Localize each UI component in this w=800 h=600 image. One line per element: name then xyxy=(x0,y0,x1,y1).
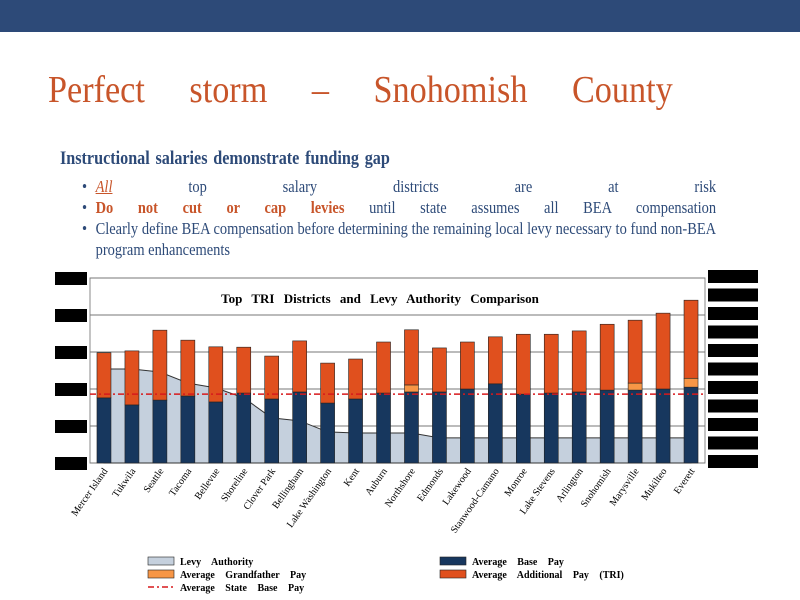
bar-segment xyxy=(488,383,503,464)
x-tick-label: Tukwila xyxy=(110,466,138,500)
legend-swatch xyxy=(147,556,175,566)
legend-label: Average Grandfather Pay xyxy=(180,570,306,581)
legend-swatch xyxy=(439,556,467,566)
bar-segment xyxy=(404,384,419,393)
bar-segment xyxy=(571,391,587,464)
bar-segment xyxy=(320,362,335,404)
bar-segment xyxy=(404,391,419,464)
bar-segment xyxy=(432,391,447,464)
slide-title: Perfect storm – Snohomish County xyxy=(48,69,673,111)
redacted-label xyxy=(708,270,758,283)
bullet-lead: Do not cut or cap levies xyxy=(95,198,345,217)
bullet-list: All top salary districts are at risk Do … xyxy=(82,176,716,260)
x-tick-label: Monroe xyxy=(503,466,530,499)
bar-segment xyxy=(376,392,391,464)
bar-segment xyxy=(515,393,531,464)
redacted-label xyxy=(55,346,87,359)
bar-segment xyxy=(683,299,699,379)
bar-segment xyxy=(488,336,503,385)
redacted-label xyxy=(55,420,87,433)
bullet: All top salary districts are at risk xyxy=(82,176,717,197)
bar-segment xyxy=(96,397,112,464)
bar-segment xyxy=(124,350,140,406)
bar-segment xyxy=(152,329,168,401)
bar-segment xyxy=(208,346,224,403)
bar-segment xyxy=(320,402,335,464)
bar-segment xyxy=(599,323,615,391)
redacted-label xyxy=(55,383,87,396)
bar-segment xyxy=(460,388,475,464)
legend-label: Average Base Pay xyxy=(472,557,564,568)
bar-segment xyxy=(627,319,643,384)
legend-swatch xyxy=(439,569,467,579)
redacted-label xyxy=(708,455,758,468)
bar-segment xyxy=(627,382,643,391)
bar-segment xyxy=(348,398,363,464)
x-tick-label: Mukilteo xyxy=(639,466,669,502)
bullet: Clearly define BEA compensation before d… xyxy=(82,218,717,260)
bar-segment xyxy=(460,341,475,390)
bullet: Do not cut or cap levies until state ass… xyxy=(82,197,717,218)
bar-segment xyxy=(515,333,531,395)
bar-segment xyxy=(627,389,643,464)
bar-segment xyxy=(683,386,699,464)
redacted-label xyxy=(708,418,758,431)
bar-segment xyxy=(655,312,671,390)
top-bar xyxy=(0,0,800,32)
x-tick-label: Tacoma xyxy=(167,466,194,499)
x-tick-label: Auburn xyxy=(363,466,390,497)
bar-segment xyxy=(599,389,615,464)
legend-swatch xyxy=(147,569,175,579)
bar-segment xyxy=(208,401,224,464)
bar-segment xyxy=(236,346,252,394)
redacted-label xyxy=(708,344,758,357)
bullet-text: top salary districts are at risk xyxy=(188,177,717,196)
bar-segment xyxy=(264,398,280,464)
bar-segment xyxy=(180,339,196,397)
bar-segment xyxy=(152,399,168,464)
bar-segment xyxy=(124,404,140,464)
legend-label: Average Additional Pay (TRI) xyxy=(472,570,624,581)
bar-segment xyxy=(432,347,447,393)
bar-segment xyxy=(571,330,587,393)
bar-segment xyxy=(264,355,280,400)
redacted-label xyxy=(55,309,87,322)
bullet-text: until state assumes all BEA compensation xyxy=(369,198,717,217)
x-tick-label: Edmonds xyxy=(415,466,446,503)
bar-segment xyxy=(404,329,419,386)
redacted-label xyxy=(708,325,758,339)
chart-title: Top TRI Districts and Levy Authority Com… xyxy=(221,291,539,306)
bullet-lead: All xyxy=(95,177,113,196)
bullet-text: Clearly define BEA compensation before d… xyxy=(95,219,717,259)
legend-label: Levy Authority xyxy=(180,557,253,568)
bar-segment xyxy=(348,358,363,400)
bar-segment xyxy=(292,391,307,464)
x-tick-label: Bellevue xyxy=(193,466,223,502)
slide-subtitle: Instructional salaries demonstrate fundi… xyxy=(60,148,390,169)
bar-segment xyxy=(96,352,112,399)
x-tick-label: Mercer Island xyxy=(69,466,110,518)
redacted-label xyxy=(708,307,758,320)
redacted-label xyxy=(55,272,87,285)
redacted-label xyxy=(55,457,87,470)
redacted-label xyxy=(708,288,758,302)
bar-segment xyxy=(543,392,559,464)
bar-segment xyxy=(655,388,671,464)
bar-segment xyxy=(376,341,391,394)
redacted-label xyxy=(708,362,758,376)
legend-label: Average State Base Pay xyxy=(180,583,304,594)
x-tick-label: Kent xyxy=(342,466,362,488)
x-tick-label: Everett xyxy=(672,466,698,496)
redacted-label xyxy=(708,381,758,394)
bar-segment xyxy=(180,395,196,464)
bar-segment xyxy=(543,333,559,394)
bar-segment xyxy=(292,340,307,393)
bar-segment xyxy=(683,377,699,388)
x-tick-label: Seattle xyxy=(142,466,167,495)
bar-segment xyxy=(236,392,252,464)
redacted-label xyxy=(708,436,758,450)
redacted-label xyxy=(708,399,758,413)
